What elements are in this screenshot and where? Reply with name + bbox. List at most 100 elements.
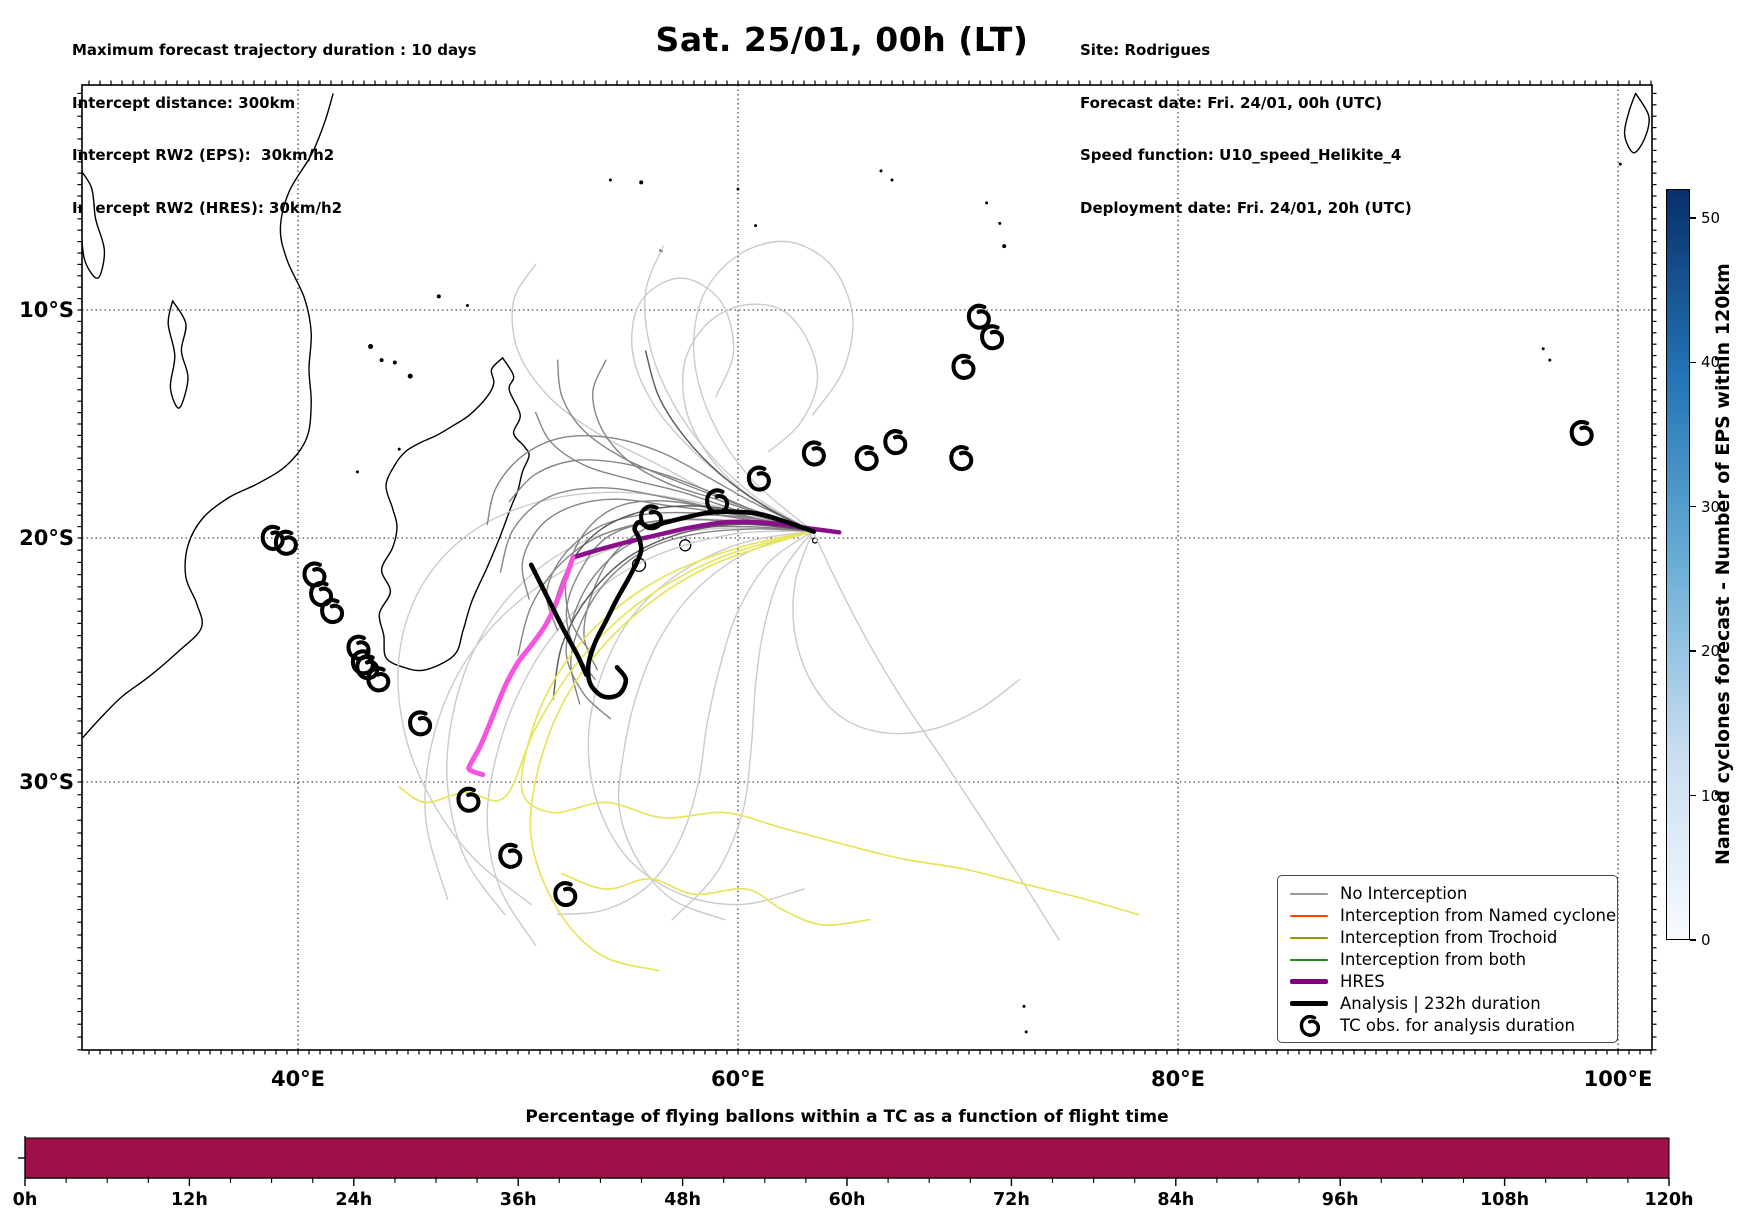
trajectory-group-interception-trochoid	[398, 530, 1140, 972]
island-dot	[1022, 1004, 1026, 1008]
legend-label: Interception from both	[1340, 950, 1527, 969]
legend-line-swatch	[1290, 936, 1328, 939]
trajectory-group-no-interception-light	[397, 240, 1060, 946]
map-frame	[77, 80, 1657, 1055]
island-dot	[1541, 347, 1545, 351]
island-dot	[379, 358, 384, 363]
bar-x-tick-label: 48h	[664, 1190, 701, 1210]
legend-item-5: Analysis | 232h duration	[1290, 993, 1607, 1014]
colorbar-label: Named cyclones forecast - Number of EPS …	[1712, 263, 1734, 866]
legend-label: TC obs. for analysis duration	[1340, 1016, 1575, 1035]
trajectory-no-interception-darker	[644, 350, 814, 532]
forecast-date-text: Forecast date: Fri. 24/01, 00h (UTC)	[1080, 93, 1383, 112]
bar-chart-title: Percentage of flying ballons within a TC…	[525, 1107, 1168, 1127]
trajectory-hres-extension	[466, 555, 576, 778]
africa-coast-coastline	[82, 93, 334, 739]
island-dot	[368, 343, 374, 349]
island-dot	[608, 178, 612, 182]
legend-line	[1290, 979, 1328, 984]
lat-tick-label: 20°S	[19, 526, 74, 550]
forecast-info-block: Site: Rodrigues Forecast date: Fri. 24/0…	[1080, 7, 1412, 252]
trajectory-interception-trochoid	[520, 530, 1140, 916]
madagascar-coastline	[378, 357, 530, 672]
bar-x-tick-label: 96h	[1322, 1190, 1359, 1210]
lat-tick-label: 30°S	[19, 770, 74, 794]
bar-x-tick-label: 60h	[829, 1190, 866, 1210]
trajectory-no-interception-light	[397, 491, 814, 906]
tc-obs-marker	[500, 845, 520, 867]
legend-box: No Interception Interception from Named c…	[1277, 875, 1618, 1043]
island-dot	[392, 360, 397, 365]
tc-obs-marker	[1572, 422, 1592, 444]
colorbar-tick	[1690, 506, 1696, 508]
legend-line	[1290, 914, 1328, 917]
legend-label: Interception from Trochoid	[1340, 928, 1558, 947]
bar-x-tick-label: 72h	[993, 1190, 1030, 1210]
trajectory-no-interception-light	[644, 245, 814, 532]
legend-line-swatch	[1290, 958, 1328, 961]
colorbar-tick-label: 10	[1701, 786, 1721, 805]
trajectory-no-interception-light	[682, 303, 819, 532]
deployment-date-text: Deployment date: Fri. 24/01, 20h (UTC)	[1080, 198, 1412, 217]
max-duration-text: Maximum forecast trajectory duration : 1…	[72, 41, 477, 59]
colorbar-tick	[1690, 650, 1696, 652]
lake-tanganyika-coastline	[82, 170, 106, 279]
legend-item-0: No Interception	[1290, 883, 1607, 904]
bar-x-tick-label: 24h	[335, 1190, 372, 1210]
intercept-rw2-eps-text: Intercept RW2 (EPS): 30km/h2	[72, 146, 335, 164]
trajectory-no-interception-light	[486, 530, 814, 946]
trajectory-no-interception-light	[511, 263, 814, 532]
lon-tick-label: 80°E	[1151, 1067, 1205, 1091]
bar-x-tick-label: 12h	[171, 1190, 208, 1210]
tc-obs-marker	[951, 447, 971, 469]
trajectory-interception-trochoid	[529, 530, 814, 972]
tc-obs-marker	[410, 712, 430, 734]
lon-tick-label: 100°E	[1584, 1067, 1653, 1091]
trajectory-no-interception-light	[792, 530, 1021, 735]
tc-obs-marker	[804, 443, 824, 465]
percentage-bar	[24, 1137, 1670, 1179]
island-dot	[639, 180, 644, 185]
legend-line	[1290, 1001, 1328, 1006]
island-dot	[998, 221, 1002, 225]
trajectory-no-interception-light	[556, 530, 814, 916]
island-dot	[1002, 244, 1007, 249]
island-dot	[879, 169, 883, 173]
trajectories-layer	[397, 240, 1140, 972]
legend-label: HRES	[1340, 972, 1385, 991]
site-text: Site: Rodrigues	[1080, 41, 1211, 59]
trajectory-no-interception-dark	[565, 525, 814, 720]
lon-tick-label: 40°E	[271, 1067, 325, 1091]
island-dot	[1618, 162, 1622, 166]
tc-obs-marker	[857, 447, 877, 469]
tc-obs-marker	[982, 326, 1002, 348]
trajectory-interception-trochoid	[398, 530, 814, 804]
bar-x-tick-label: 84h	[1157, 1190, 1194, 1210]
run-parameters-block: Maximum forecast trajectory duration : 1…	[72, 7, 476, 252]
island-dot	[985, 201, 989, 205]
legend-item-1: Interception from Named cyclone	[1290, 905, 1616, 926]
legend-line-swatch	[1290, 1001, 1328, 1006]
colorbar-tick-label: 50	[1701, 208, 1721, 227]
lon-tick-label: 60°E	[711, 1067, 765, 1091]
legend-line	[1290, 936, 1328, 939]
colorbar	[1666, 189, 1690, 940]
legend-line	[1290, 958, 1328, 961]
intercept-distance-text: Intercept distance: 300km	[72, 93, 296, 112]
trajectory-no-interception-light	[692, 240, 854, 532]
legend-line-swatch	[1290, 892, 1328, 895]
tc-obs-marker	[555, 883, 575, 905]
colorbar-tick	[1690, 217, 1696, 219]
colorbar-tick-label: 0	[1701, 931, 1711, 949]
legend-line-swatch	[1290, 979, 1328, 984]
trajectory-no-interception-dark	[486, 434, 814, 532]
legend-item-3: Interception from both	[1290, 949, 1607, 970]
axis-labels: 40°E 60°E 80°E 100°E 10°S 20°S 30°S	[19, 298, 1652, 1091]
trajectory-group-hres-extension	[466, 555, 576, 778]
colorbar-tick-label: 40	[1701, 353, 1721, 372]
coastlines-layer	[82, 92, 1650, 1034]
bar-x-tick-label: 120h	[1645, 1190, 1694, 1210]
tc-obs-marker	[885, 431, 905, 453]
tc-obs-marker	[969, 306, 989, 328]
